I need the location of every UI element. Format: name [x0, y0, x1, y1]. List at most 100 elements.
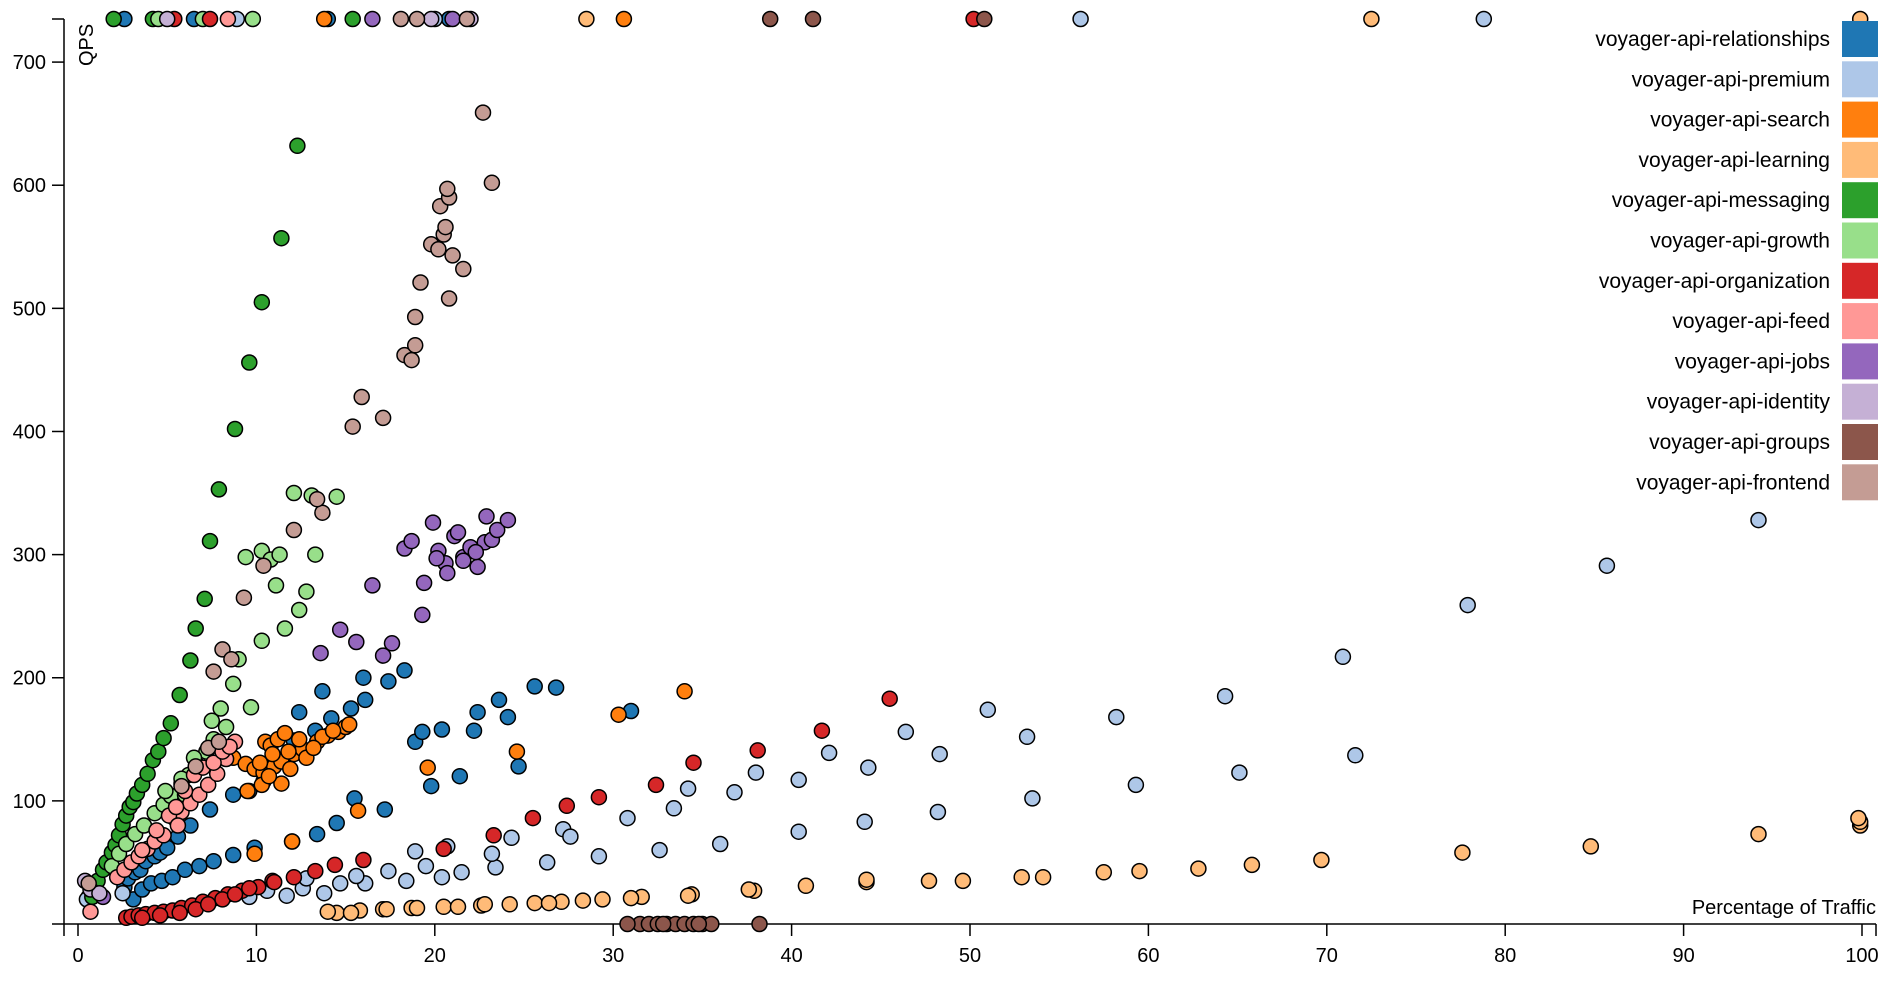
data-point[interactable]: [1313, 851, 1330, 869]
data-point[interactable]: [1750, 511, 1767, 529]
data-point[interactable]: [747, 764, 765, 781]
data-point[interactable]: [203, 712, 221, 730]
data-point[interactable]: [1034, 868, 1052, 886]
data-point[interactable]: [114, 884, 131, 902]
data-point[interactable]: [435, 840, 452, 858]
data-point[interactable]: [199, 776, 217, 794]
data-point[interactable]: [449, 524, 467, 541]
data-point[interactable]: [219, 10, 237, 28]
data-point[interactable]: [298, 583, 315, 600]
data-point[interactable]: [1024, 790, 1041, 807]
data-point[interactable]: [414, 606, 431, 624]
data-point[interactable]: [314, 683, 331, 700]
data-point[interactable]: [173, 777, 190, 795]
data-point[interactable]: [804, 10, 822, 28]
data-point[interactable]: [182, 652, 199, 669]
data-point[interactable]: [307, 862, 324, 880]
data-point[interactable]: [476, 896, 494, 913]
data-point[interactable]: [353, 388, 370, 406]
data-point[interactable]: [422, 777, 440, 795]
data-point[interactable]: [376, 801, 394, 818]
data-point[interactable]: [711, 835, 729, 853]
data-point[interactable]: [331, 875, 349, 892]
data-point[interactable]: [328, 488, 345, 505]
data-point[interactable]: [169, 817, 187, 834]
data-point[interactable]: [437, 218, 454, 236]
data-point[interactable]: [1750, 825, 1767, 843]
data-point[interactable]: [315, 884, 333, 902]
data-point[interactable]: [439, 180, 456, 198]
data-point[interactable]: [344, 418, 361, 435]
data-point[interactable]: [685, 754, 702, 771]
data-point[interactable]: [439, 564, 456, 582]
data-point[interactable]: [1582, 838, 1600, 855]
data-point[interactable]: [282, 760, 299, 778]
data-point[interactable]: [82, 903, 99, 920]
data-point[interactable]: [1231, 764, 1248, 781]
data-point[interactable]: [526, 894, 543, 912]
data-point[interactable]: [408, 10, 426, 28]
data-point[interactable]: [307, 546, 324, 563]
data-point[interactable]: [419, 759, 436, 776]
data-point[interactable]: [283, 833, 301, 850]
data-point[interactable]: [187, 758, 204, 775]
data-point[interactable]: [364, 10, 381, 28]
data-point[interactable]: [433, 868, 451, 886]
data-point[interactable]: [813, 722, 831, 739]
data-point[interactable]: [490, 691, 508, 709]
data-point[interactable]: [210, 481, 228, 498]
data-point[interactable]: [239, 782, 256, 800]
data-point[interactable]: [1598, 557, 1616, 574]
data-point[interactable]: [444, 247, 461, 264]
data-point[interactable]: [133, 841, 151, 859]
data-point[interactable]: [1095, 864, 1113, 881]
data-point[interactable]: [430, 241, 447, 258]
data-point[interactable]: [954, 872, 972, 890]
data-point[interactable]: [1475, 10, 1493, 28]
data-point[interactable]: [578, 10, 595, 28]
data-point[interactable]: [235, 589, 253, 606]
data-point[interactable]: [469, 558, 486, 576]
data-point[interactable]: [157, 782, 174, 800]
data-point[interactable]: [315, 10, 333, 28]
data-point[interactable]: [444, 10, 461, 28]
data-point[interactable]: [91, 884, 108, 902]
data-point[interactable]: [979, 701, 997, 719]
data-point[interactable]: [162, 715, 180, 732]
data-point[interactable]: [374, 409, 392, 427]
data-point[interactable]: [458, 10, 476, 28]
data-point[interactable]: [676, 683, 693, 700]
data-point[interactable]: [285, 521, 303, 539]
data-point[interactable]: [415, 574, 433, 592]
data-point[interactable]: [451, 767, 469, 785]
data-point[interactable]: [797, 877, 815, 895]
data-point[interactable]: [155, 729, 172, 747]
data-point[interactable]: [414, 723, 431, 741]
data-point[interactable]: [665, 800, 683, 817]
data-point[interactable]: [619, 809, 636, 827]
data-point[interactable]: [205, 754, 222, 771]
data-point[interactable]: [408, 899, 426, 917]
data-point[interactable]: [1850, 809, 1867, 827]
data-point[interactable]: [1131, 862, 1148, 880]
data-point[interactable]: [562, 828, 579, 845]
data-point[interactable]: [406, 308, 424, 326]
data-point[interactable]: [191, 857, 208, 875]
data-point[interactable]: [276, 724, 294, 742]
data-point[interactable]: [342, 700, 360, 717]
data-point[interactable]: [1243, 856, 1261, 874]
data-point[interactable]: [364, 577, 381, 594]
data-point[interactable]: [105, 10, 122, 28]
data-point[interactable]: [465, 722, 483, 739]
data-point[interactable]: [590, 848, 608, 865]
data-point[interactable]: [237, 548, 254, 566]
data-point[interactable]: [244, 10, 262, 28]
data-point[interactable]: [328, 814, 345, 832]
data-point[interactable]: [224, 786, 242, 803]
data-point[interactable]: [312, 644, 329, 662]
data-point[interactable]: [820, 744, 838, 762]
data-point[interactable]: [508, 743, 526, 760]
data-point[interactable]: [510, 758, 527, 775]
data-point[interactable]: [501, 896, 518, 913]
data-point[interactable]: [503, 829, 520, 847]
